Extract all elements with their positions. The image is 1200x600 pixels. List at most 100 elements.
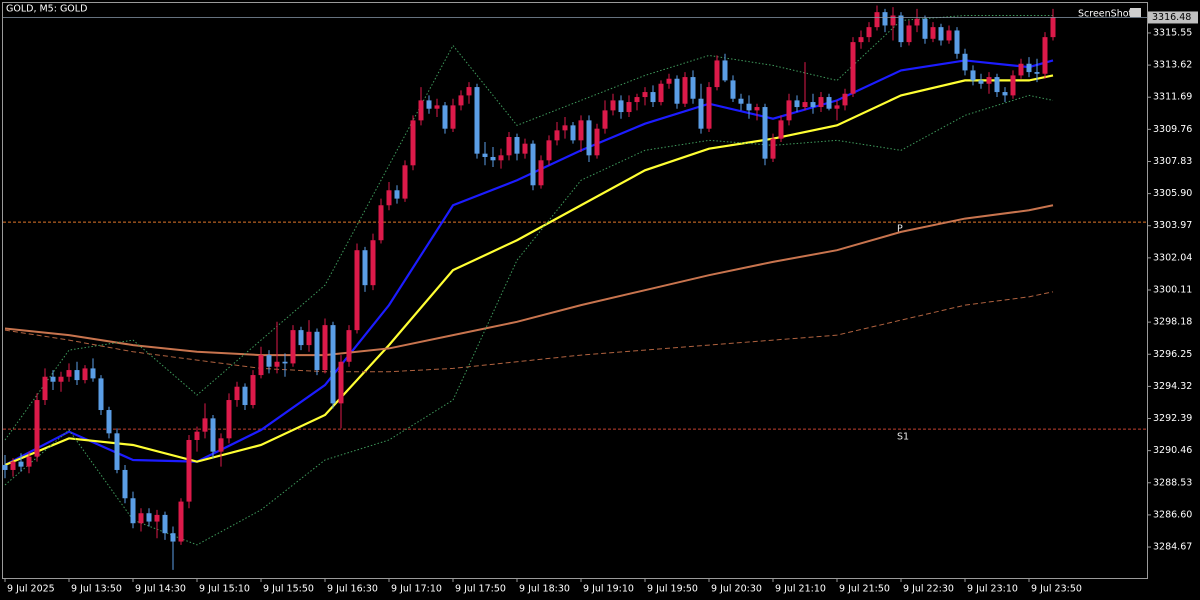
- y-tick-label: 3296.25: [1153, 349, 1192, 360]
- candle-body: [586, 120, 592, 156]
- candle-body: [74, 370, 80, 381]
- y-tick-label: 3302.04: [1153, 252, 1192, 263]
- candle-body: [410, 120, 416, 166]
- x-tick-label: 9 Jul 15:10: [199, 584, 250, 595]
- candle-body: [466, 87, 472, 96]
- candle-body: [130, 498, 136, 524]
- candle-body: [338, 361, 344, 404]
- candle-body: [538, 160, 544, 186]
- candle-body: [354, 250, 360, 331]
- candle-body: [714, 60, 720, 88]
- candle-body: [986, 77, 992, 84]
- candle-body: [378, 205, 384, 241]
- candle-body: [402, 165, 408, 199]
- y-tick-label: 3311.69: [1153, 92, 1192, 103]
- y-tick-label: 3294.32: [1153, 381, 1192, 392]
- candle-body: [114, 433, 120, 470]
- x-tick-label: 9 Jul 13:50: [71, 584, 122, 595]
- candle-body: [506, 137, 512, 156]
- candle-body: [18, 461, 24, 467]
- candle-body: [82, 368, 88, 381]
- candle-body: [690, 77, 696, 99]
- candle-body: [106, 410, 112, 434]
- candle-body: [546, 140, 552, 161]
- candle-body: [234, 386, 240, 401]
- candle-body: [386, 190, 392, 206]
- x-tick-label: 9 Jul 22:30: [903, 584, 954, 595]
- x-tick-label: 9 Jul 23:10: [967, 584, 1018, 595]
- y-tick-label: 3305.90: [1153, 188, 1192, 199]
- candle-body: [146, 513, 152, 522]
- candle-body: [346, 330, 352, 362]
- y-tick-label: 3298.18: [1153, 317, 1192, 328]
- candle-body: [178, 501, 184, 542]
- chart-title: GOLD, M5: GOLD: [6, 4, 87, 15]
- candle-body: [674, 78, 680, 104]
- candle-body: [850, 42, 856, 94]
- candle-body: [602, 110, 608, 129]
- candle-body: [258, 355, 264, 376]
- candle-body: [762, 107, 768, 159]
- y-tick-label: 3284.67: [1153, 542, 1192, 553]
- candle-body: [218, 438, 224, 452]
- indicator-line: [4, 74, 1054, 466]
- x-tick-label: 9 Jul 19:10: [583, 584, 634, 595]
- candle-body: [266, 355, 272, 367]
- x-tick-label: 9 Jul 21:50: [839, 584, 890, 595]
- candle-body: [370, 240, 376, 286]
- candle-body: [250, 375, 256, 406]
- candle-body: [122, 469, 128, 499]
- candle-body: [42, 376, 48, 401]
- candle-body: [890, 15, 896, 26]
- candle-body: [626, 102, 632, 113]
- x-tick-label: 9 Jul 17:10: [391, 584, 442, 595]
- candle-body: [1034, 72, 1040, 74]
- candle-body: [242, 386, 248, 406]
- candle-body: [394, 190, 400, 199]
- screenshot-icon[interactable]: [1130, 8, 1141, 17]
- candle-body: [706, 87, 712, 129]
- plot-frame: [2, 2, 1148, 579]
- candle-body: [578, 120, 584, 141]
- candle-body: [322, 325, 328, 371]
- candle-body: [362, 250, 368, 286]
- indicator-line: [4, 204, 1054, 357]
- candle-body: [514, 137, 520, 154]
- x-tick-label: 9 Jul 15:50: [263, 584, 314, 595]
- candle-body: [458, 95, 464, 106]
- candle-body: [490, 156, 496, 161]
- candle-body: [426, 100, 432, 109]
- candle-body: [954, 30, 960, 54]
- y-tick-label: 3300.11: [1153, 284, 1192, 295]
- candle-body: [274, 361, 280, 367]
- x-tick-label: 9 Jul 18:30: [519, 584, 570, 595]
- candle-body: [282, 361, 288, 364]
- candle-body: [1010, 75, 1016, 96]
- screenshot-label[interactable]: ScreenShot: [1078, 9, 1133, 20]
- candle-body: [306, 331, 312, 346]
- candle-body: [58, 376, 64, 382]
- candle-body: [810, 102, 816, 108]
- candle-body: [666, 78, 672, 84]
- x-tick-label: 9 Jul 19:50: [647, 584, 698, 595]
- candle-body: [610, 100, 616, 111]
- candle-body: [1018, 63, 1024, 76]
- candle-body: [866, 27, 872, 38]
- candle-body: [778, 120, 784, 139]
- x-tick-label: 9 Jul 23:50: [1031, 584, 1082, 595]
- x-tick-label: 9 Jul 17:50: [455, 584, 506, 595]
- candle-body: [754, 107, 760, 111]
- candle-body: [434, 105, 440, 109]
- candle-body: [1026, 63, 1032, 73]
- candle-body: [2, 464, 8, 470]
- y-tick-label: 3286.60: [1153, 509, 1192, 520]
- y-tick-label: 3290.46: [1153, 445, 1192, 456]
- y-tick-label: 3315.55: [1153, 27, 1192, 38]
- candle-body: [186, 439, 192, 502]
- level-label: P: [897, 224, 903, 235]
- candle-body: [442, 105, 448, 129]
- candle-body: [202, 418, 208, 432]
- candle-body: [650, 92, 656, 103]
- candle-body: [818, 97, 824, 108]
